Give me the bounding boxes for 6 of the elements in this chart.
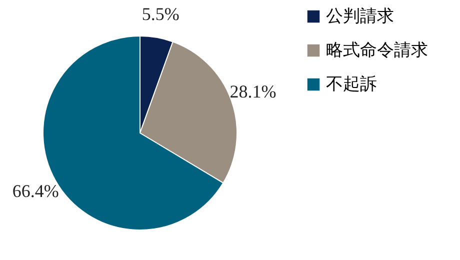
legend-label: 不起訴 [326, 74, 377, 94]
data-label: 5.5% [142, 4, 180, 24]
legend-label: 公判請求 [326, 6, 394, 26]
legend-label: 略式命令請求 [326, 40, 428, 60]
data-label: 66.4% [12, 181, 59, 202]
data-label: 28.1% [230, 82, 276, 102]
